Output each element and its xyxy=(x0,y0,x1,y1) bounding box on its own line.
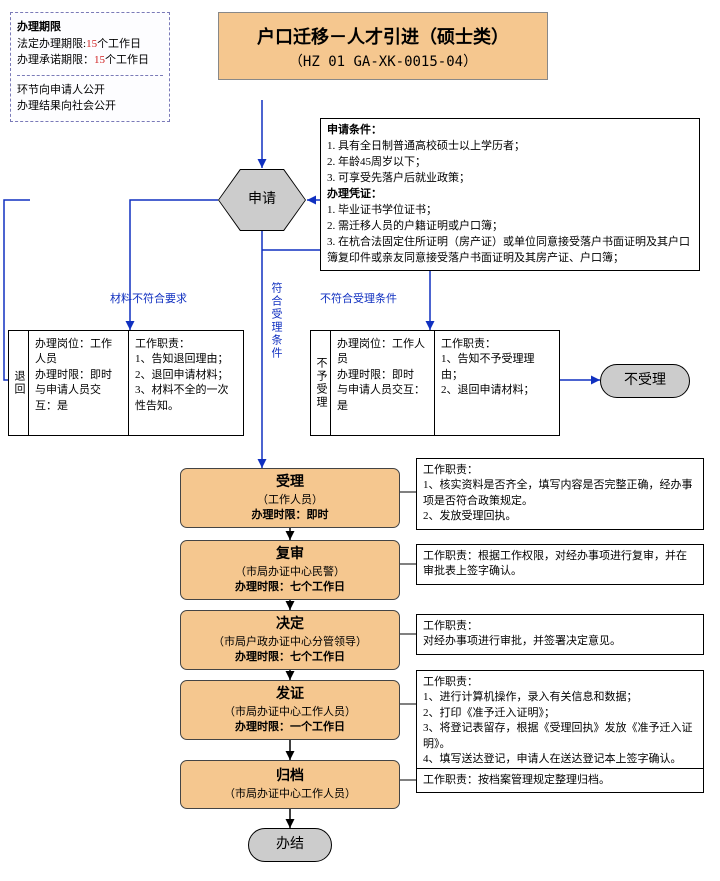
side-issue: 工作职责： 1、进行计算机操作，录入有关信息和数据； 2、打印《准予迁入证明》；… xyxy=(416,670,704,772)
promise-limit: 办理承诺期限：15个工作日 xyxy=(17,52,163,69)
reject-table: 不予受理 办理岗位：工作人员 办理时限：即时 与申请人员交互：是 工作职责： 1… xyxy=(310,330,560,436)
step-review: 复审 （市局办证中心民警） 办理时限：七个工作日 xyxy=(180,540,400,600)
step-decide: 决定 （市局户政办证中心分管领导） 办理时限：七个工作日 xyxy=(180,610,400,670)
step-archive: 归档 （市局办证中心工作人员） xyxy=(180,760,400,809)
return-col2: 工作职责： 1、告知退回理由； 2、退回申请材料； 3、材料不全的一次性告知。 xyxy=(129,331,243,435)
return-table: 退回 办理岗位：工作人员 办理时限：即时 与申请人员交互：是 工作职责： 1、告… xyxy=(8,330,244,436)
return-col1: 办理岗位：工作人员 办理时限：即时 与申请人员交互：是 xyxy=(29,331,129,435)
title-line2: （HZ 01 GA-XK-0015-04） xyxy=(219,51,547,71)
open-2: 办理结果向社会公开 xyxy=(17,98,163,115)
reject-col1: 办理岗位：工作人员 办理时限：即时 与申请人员交互：是 xyxy=(331,331,435,435)
side-decide: 工作职责： 对经办事项进行审批，并签署决定意见。 xyxy=(416,614,704,655)
title-line1: 户口迁移－人才引进（硕士类） xyxy=(219,23,547,49)
branch-label-right: 不符合受理条件 xyxy=(320,290,397,306)
reject-title: 不予受理 xyxy=(311,331,331,435)
branch-label-mid: 符合受理条件 xyxy=(268,282,284,360)
legal-limit: 法定办理期限:15个工作日 xyxy=(17,36,163,53)
reject-col2: 工作职责： 1、告知不予受理理由； 2、退回申请材料； xyxy=(435,331,559,435)
side-review: 工作职责：根据工作权限，对经办事项进行复审，并在审批表上签字确认。 xyxy=(416,544,704,585)
title-box: 户口迁移－人才引进（硕士类） （HZ 01 GA-XK-0015-04） xyxy=(218,12,548,80)
requirements-box: 申请条件： 1. 具有全日制普通高校硕士以上学历者； 2. 年龄45周岁以下； … xyxy=(320,118,700,271)
end-oval: 办结 xyxy=(248,828,332,862)
step-issue: 发证 （市局办证中心工作人员） 办理时限：一个工作日 xyxy=(180,680,400,740)
processing-limit-box: 办理期限 法定办理期限:15个工作日 办理承诺期限：15个工作日 环节向申请人公… xyxy=(10,12,170,122)
return-title: 退回 xyxy=(9,331,29,435)
branch-label-left: 材料不符合要求 xyxy=(110,290,187,306)
apply-node: 申请 xyxy=(219,170,305,230)
side-archive: 工作职责：按档案管理规定整理归档。 xyxy=(416,768,704,793)
reject-oval: 不受理 xyxy=(600,364,690,398)
step-accept: 受理 （工作人员） 办理时限：即时 xyxy=(180,468,400,528)
side-accept: 工作职责： 1、核实资料是否齐全，填写内容是否完整正确，经办事项是否符合政策规定… xyxy=(416,458,704,530)
open-1: 环节向申请人公开 xyxy=(17,82,163,99)
limit-header: 办理期限 xyxy=(17,19,163,36)
